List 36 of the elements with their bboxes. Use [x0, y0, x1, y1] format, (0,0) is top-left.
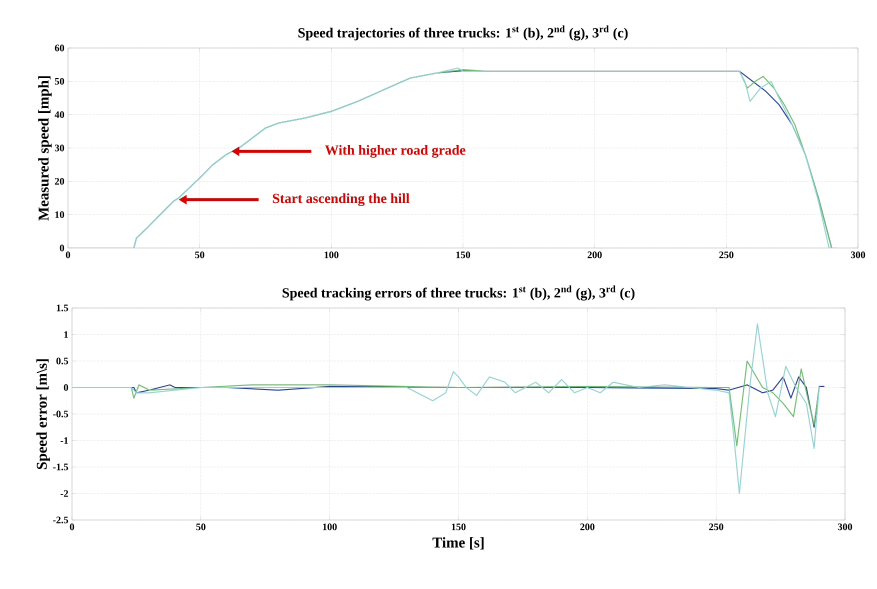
y-tick-label: -1 — [60, 437, 68, 444]
x-tick-label: 50 — [196, 524, 206, 530]
y-tick-label: -1.5 — [53, 464, 68, 470]
y-tick-label: 60 — [54, 44, 64, 52]
x-tick-label: 150 — [456, 252, 470, 258]
x-tick-label: 0 — [70, 524, 74, 530]
x-tick-label: 200 — [588, 252, 602, 258]
x-axis-title: Time [s] — [432, 537, 484, 550]
y-tick-label: 1 — [64, 331, 68, 338]
x-tick-label: 100 — [324, 252, 338, 258]
chart-title: Speed tracking errors of three trucks: 1$^{st}$ (b), 2$^{nd}$ (g), 3$^{rd}$ (c) — [282, 285, 635, 300]
chart-title: Speed trajectories of three trucks: 1$^{st}$ (b), 2$^{nd}$ (g), 3$^{rd}$ (c) — [298, 25, 628, 40]
x-tick-label: 250 — [719, 252, 734, 258]
x-tick-label: 100 — [322, 524, 337, 530]
y-tick-label: -2 — [60, 490, 68, 497]
x-tick-label: 300 — [850, 252, 866, 258]
y-axis-title: Speed error [m\s] — [36, 359, 50, 470]
y-tick-label: 40 — [54, 111, 64, 118]
y-tick-label: 10 — [55, 211, 64, 218]
y-tick-label: 30 — [54, 144, 64, 152]
x-tick-label: 300 — [838, 524, 852, 530]
y-tick-label: 0.5 — [56, 358, 68, 364]
annotation: Start ascending the hill — [272, 193, 410, 206]
x-tick-label: 150 — [452, 524, 466, 530]
y-tick-label: -0.5 — [53, 410, 68, 418]
y-tick-label: 20 — [54, 178, 64, 185]
x-tick-label: 50 — [195, 252, 204, 258]
annotation: With higher road grade — [324, 144, 466, 158]
y-tick-label: 0 — [64, 384, 68, 391]
y-axis-title: Measured speed [mph] — [38, 76, 52, 221]
y-tick-label: 50 — [54, 78, 64, 85]
y-tick-label: 0 — [60, 244, 64, 252]
x-tick-label: 250 — [709, 524, 724, 530]
x-tick-label: 200 — [580, 524, 594, 530]
y-tick-label: 1.5 — [56, 304, 68, 312]
y-tick-label: -2.5 — [53, 516, 68, 524]
